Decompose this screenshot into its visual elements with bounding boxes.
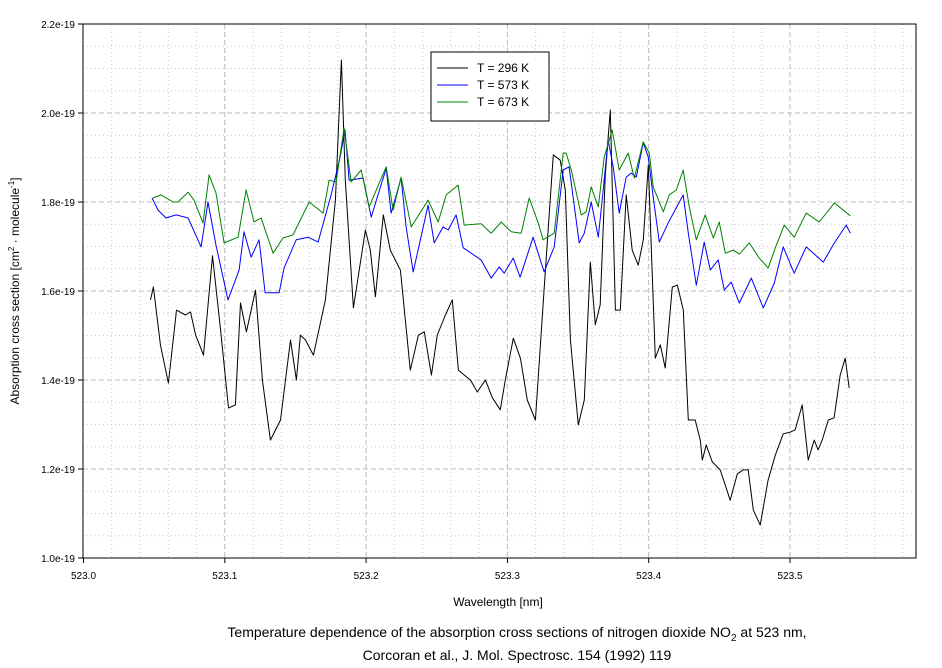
- y-tick-label: 2.0e-19: [41, 109, 75, 120]
- x-tick-label: 523.5: [777, 571, 802, 582]
- y-tick-label: 1.2e-19: [41, 465, 75, 476]
- legend-label: T = 573 K: [477, 78, 529, 92]
- x-tick-label: 523.1: [212, 571, 237, 582]
- series-line-673k: [152, 127, 851, 269]
- y-tick-label: 1.4e-19: [41, 376, 75, 387]
- y-tick-label: 1.0e-19: [41, 554, 75, 565]
- legend-label: T = 296 K: [477, 61, 529, 75]
- series-line-573k: [151, 129, 851, 309]
- y-tick-label: 1.8e-19: [41, 198, 75, 209]
- x-axis-label: Wavelength [nm]: [453, 595, 543, 609]
- caption-line-2: Corcoran et al., J. Mol. Spectrosc. 154 …: [362, 647, 672, 663]
- x-tick-label: 523.3: [495, 571, 520, 582]
- x-tick-label: 523.2: [354, 571, 379, 582]
- legend-box: [430, 51, 550, 122]
- legend: T = 296 K T = 573 K T = 673 K: [430, 51, 550, 122]
- x-tick-label: 523.4: [636, 571, 661, 582]
- caption-line-1: Temperature dependence of the absorption…: [227, 624, 807, 644]
- y-tick-label: 2.2e-19: [41, 20, 75, 31]
- axis-ticks: 523.0 523.1 523.2 523.3 523.4 523.5 1.0e-19 1.2…: [41, 20, 803, 582]
- series-line-296k: [150, 59, 850, 526]
- y-axis-label: Absorption cross section [cm2 · molecule…: [7, 177, 22, 404]
- y-tick-label: 1.6e-19: [41, 287, 75, 298]
- legend-label: T = 673 K: [477, 95, 529, 109]
- series-lines: [150, 59, 851, 526]
- x-tick-label: 523.0: [71, 571, 96, 582]
